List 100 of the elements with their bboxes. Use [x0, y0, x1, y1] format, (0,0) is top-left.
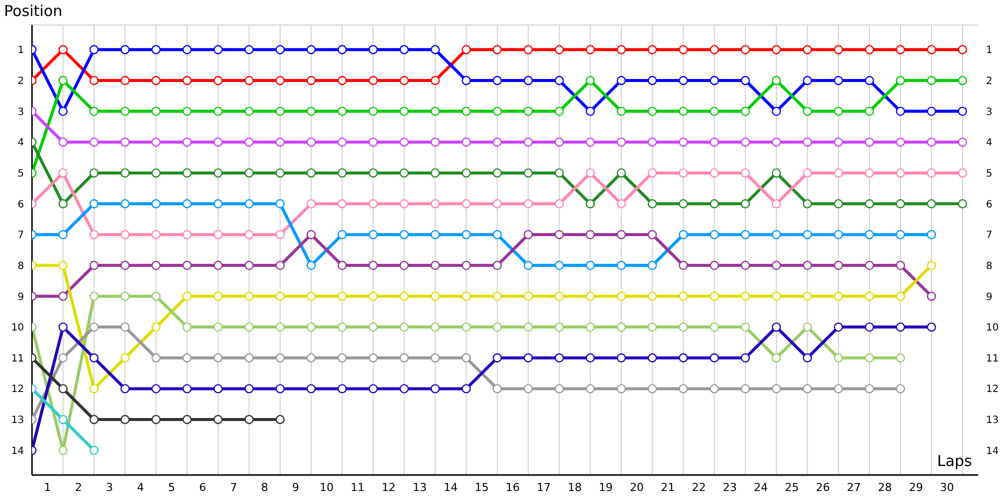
y2-tick-label: 2 [986, 76, 992, 88]
point [678, 292, 688, 301]
point [89, 230, 99, 240]
x-tick-label: 24 [754, 480, 768, 494]
point [151, 384, 161, 394]
point [368, 106, 378, 116]
point [276, 292, 285, 301]
point [524, 292, 533, 301]
point [834, 292, 844, 301]
point [430, 322, 440, 332]
x-tick-label: 13 [412, 480, 427, 494]
point [58, 260, 68, 270]
point [554, 384, 564, 394]
x-tick-label: 27 [846, 480, 861, 494]
point [586, 168, 595, 178]
point [120, 138, 130, 147]
point [524, 322, 533, 332]
point [678, 106, 688, 116]
point [244, 230, 254, 240]
point [492, 230, 502, 240]
point [214, 292, 223, 301]
point [740, 353, 750, 362]
point [89, 414, 99, 424]
y2-tick-label: 7 [986, 230, 992, 242]
point [586, 106, 595, 116]
point [120, 260, 130, 270]
point [554, 199, 564, 208]
y-tick-label: 6 [18, 199, 24, 210]
point [524, 199, 533, 208]
point [616, 76, 626, 86]
point [430, 384, 440, 394]
point [214, 199, 223, 208]
point [648, 292, 657, 301]
y-tick-label: 4 [18, 138, 24, 149]
point [244, 260, 254, 270]
x-tick-label: 30 [940, 480, 954, 494]
x-tick-label: 10 [320, 480, 334, 494]
point [802, 168, 812, 178]
point [710, 260, 719, 270]
point [710, 76, 719, 86]
point [276, 138, 285, 147]
point [214, 230, 223, 240]
point [306, 199, 316, 208]
point [400, 260, 409, 270]
point [834, 384, 844, 394]
point [524, 168, 533, 178]
point [244, 76, 254, 86]
point [244, 106, 254, 116]
point [586, 292, 595, 301]
point [864, 353, 874, 362]
point [58, 230, 68, 240]
point [306, 138, 316, 147]
point [864, 230, 874, 240]
point [958, 45, 968, 54]
point [400, 76, 409, 86]
y-tick-label: 3 [18, 106, 24, 118]
y2-tick-label: 11 [986, 353, 999, 364]
point [958, 76, 968, 86]
point [214, 76, 223, 86]
point [120, 199, 130, 208]
point [492, 199, 502, 208]
point [430, 168, 440, 178]
x-tick-label: 20 [630, 480, 644, 494]
point [616, 106, 626, 116]
point [802, 76, 812, 86]
point [586, 384, 595, 394]
point [338, 322, 347, 332]
point [58, 106, 68, 116]
point [648, 260, 657, 270]
point [368, 230, 378, 240]
point [276, 168, 285, 178]
point [492, 138, 502, 147]
x-tick-label: 1 [44, 480, 52, 494]
point [276, 322, 285, 332]
y2-tick-label: 5 [986, 168, 992, 180]
point [89, 45, 99, 54]
point [772, 260, 781, 270]
point [120, 414, 130, 424]
point [58, 446, 68, 455]
point [120, 384, 130, 394]
point [896, 292, 906, 301]
point [678, 76, 688, 86]
point [834, 168, 844, 178]
point [616, 138, 626, 147]
point [926, 260, 936, 270]
point [524, 353, 533, 362]
y2-tick-label: 13 [986, 415, 999, 426]
point [400, 322, 409, 332]
y2-tick-label: 6 [986, 199, 992, 210]
y2-tick-label: 1 [986, 45, 992, 56]
point [834, 138, 844, 147]
point [586, 76, 595, 86]
x-tick-label: 3 [106, 480, 114, 494]
point [492, 353, 502, 362]
point [151, 353, 161, 362]
point [151, 45, 161, 54]
point [586, 138, 595, 147]
point [492, 45, 502, 54]
x-tick-label: 26 [816, 480, 830, 494]
y-tick-label: 11 [11, 353, 24, 364]
